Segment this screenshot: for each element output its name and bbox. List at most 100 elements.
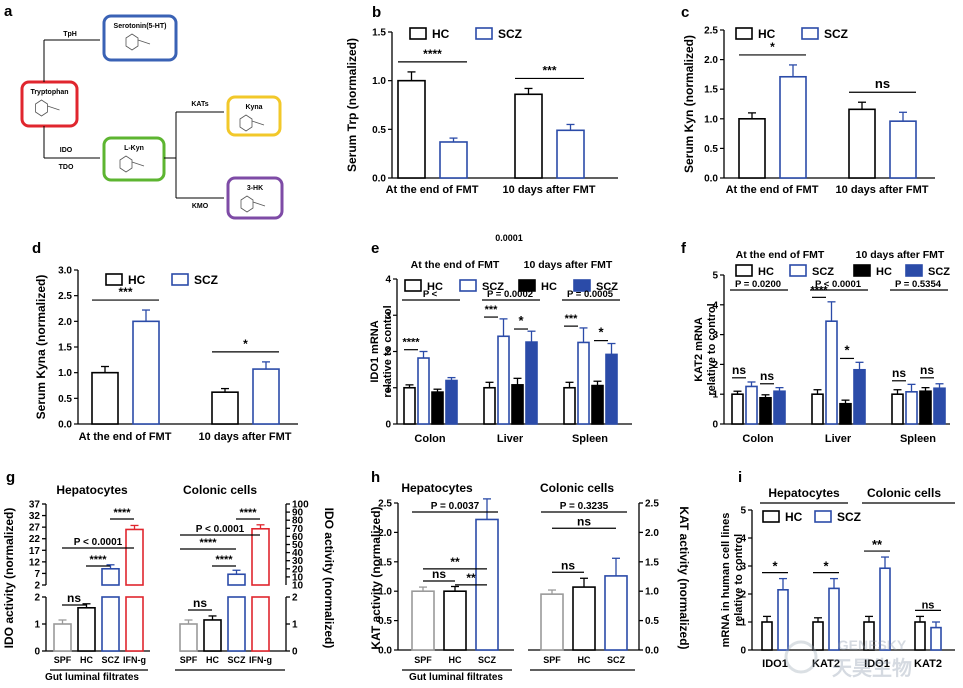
legend-swatch — [853, 264, 871, 277]
x-category-label: SPF — [54, 655, 72, 665]
y-tick-label: 2.5 — [58, 291, 72, 302]
x-category-label: IFN-g — [123, 655, 146, 665]
pvalue-label: P < 0.0001 — [815, 279, 862, 290]
kyna-node-structure-icon — [239, 114, 265, 132]
x-category-label: Colon — [742, 433, 773, 445]
bar-spf — [179, 623, 198, 652]
significance-label: * — [598, 325, 604, 340]
bar-scz-10d — [853, 368, 866, 425]
legend-label: HC — [128, 273, 146, 287]
y-tick-label: 2.0 — [378, 528, 392, 539]
panel-letter: d — [32, 240, 41, 257]
legend-swatch — [105, 273, 123, 286]
x-category-label: Liver — [825, 433, 852, 445]
significance-label: ns — [922, 599, 935, 611]
3hk-node-label: 3-HK — [247, 185, 263, 192]
serotonin-node — [102, 14, 178, 62]
y-tick-label: 2.5 — [704, 26, 718, 37]
bar-hc — [761, 621, 773, 651]
significance-label: *** — [565, 313, 579, 325]
bar-lower-segment — [251, 596, 270, 652]
y-tick-label: 3.0 — [58, 266, 72, 277]
significance-label: P < 0.0001 — [196, 524, 245, 535]
x-category-label: SPF — [543, 655, 561, 665]
y-tick-label: 10 — [292, 572, 304, 583]
bar-scz — [889, 120, 917, 179]
significance-label: * — [772, 559, 778, 574]
y-tick-label: 0.0 — [704, 174, 718, 185]
panel-letter: c — [681, 4, 689, 21]
legend-label: SCZ — [482, 281, 504, 293]
legend-swatch — [789, 264, 807, 277]
kyna-node-label: Kyna — [245, 104, 262, 111]
y-tick-label: 20 — [292, 564, 304, 575]
pvalue-label: P = 0.0200 — [735, 279, 781, 290]
bar-scz — [777, 588, 789, 651]
y-tick-label: 2.0 — [58, 317, 72, 328]
group-title-colonic: Colonic cells — [867, 486, 941, 500]
bar-hc-end — [731, 393, 744, 425]
y-axis-label-right: KAT activity (normalized) — [677, 506, 691, 649]
legend-label: HC — [432, 27, 450, 41]
significance-label: **** — [215, 554, 233, 566]
bar-hc — [91, 371, 119, 425]
significance-label: **** — [402, 337, 420, 349]
y-tick-label: 2.5 — [645, 499, 659, 510]
y-tick-label: 0.0 — [58, 420, 72, 431]
x-axis-label: Gut luminal filtrates — [409, 672, 503, 683]
significance-label: ns — [577, 514, 591, 528]
bar-hc — [203, 619, 222, 652]
group-title-colonic: Colonic cells — [183, 483, 257, 497]
y-tick-label: 30 — [292, 556, 304, 567]
header-end-fmt: At the end of FMT — [411, 259, 500, 271]
y-tick-label: 1.0 — [372, 76, 386, 87]
bar-hc-10d — [511, 384, 524, 425]
bar-spf — [411, 590, 435, 651]
bar-scz-end — [745, 385, 758, 425]
legend-swatch — [735, 27, 753, 40]
enzyme-tph: TpH — [63, 31, 77, 38]
x-category-label: At the end of FMT — [79, 431, 172, 443]
y-tick-label: 0 — [292, 647, 298, 658]
l-kyn-node-label: L-Kyn — [124, 145, 144, 152]
bar-hc — [397, 79, 426, 179]
bond — [47, 105, 60, 111]
bar-ifn-g — [251, 527, 270, 586]
legend-label: SCZ — [928, 266, 950, 278]
x-category-label: SCZ — [478, 655, 497, 665]
y-tick-label: 1.5 — [704, 85, 718, 96]
enzyme-ido: IDO — [60, 147, 73, 154]
y-axis-label-2: relative to control — [382, 305, 394, 397]
bar-hc-10d — [759, 396, 772, 425]
x-axis-label: Gut luminal filtrates — [45, 672, 139, 683]
bar-scz — [252, 368, 280, 425]
y-axis-label-2: relative to control — [706, 303, 718, 395]
bar-scz — [930, 626, 942, 651]
panel-letter: g — [6, 469, 15, 486]
y-tick-label: 3 — [712, 330, 718, 341]
bar-scz — [101, 567, 120, 586]
significance-label: *** — [542, 63, 556, 77]
bar-ifn-g — [125, 528, 144, 586]
serotonin-node-structure-icon — [125, 33, 151, 51]
y-tick-label: 1 — [34, 620, 40, 631]
legend-swatch — [735, 264, 753, 277]
bar-hc — [812, 621, 824, 651]
significance-label: **** — [810, 284, 828, 296]
l-kyn-node — [102, 136, 166, 182]
y-tick-label: 0.0 — [378, 646, 392, 657]
pvalue-label: P = 0.0005 — [567, 289, 614, 300]
y-tick-label: 0.0 — [372, 174, 386, 185]
x-category-label: Spleen — [900, 433, 936, 445]
bar-hc — [514, 93, 543, 179]
legend-swatch — [404, 279, 422, 292]
significance-label: ns — [193, 596, 207, 610]
y-tick-label: 3 — [740, 562, 746, 573]
y-tick-label: 0 — [740, 646, 746, 657]
bar-scz-10d — [605, 353, 618, 425]
y-tick-label: 5 — [712, 271, 718, 282]
y-tick-label: 1.5 — [372, 28, 386, 39]
significance-label: **** — [89, 554, 107, 566]
bond — [251, 120, 265, 126]
